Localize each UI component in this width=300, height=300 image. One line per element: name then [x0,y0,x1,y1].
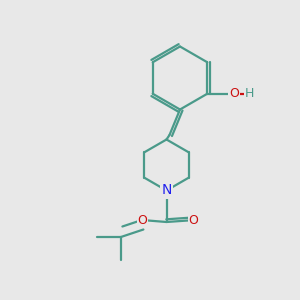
Text: O: O [138,214,147,227]
Text: O: O [189,214,198,227]
Text: H: H [244,87,254,100]
Text: O: O [229,87,239,100]
Text: N: N [161,184,172,197]
